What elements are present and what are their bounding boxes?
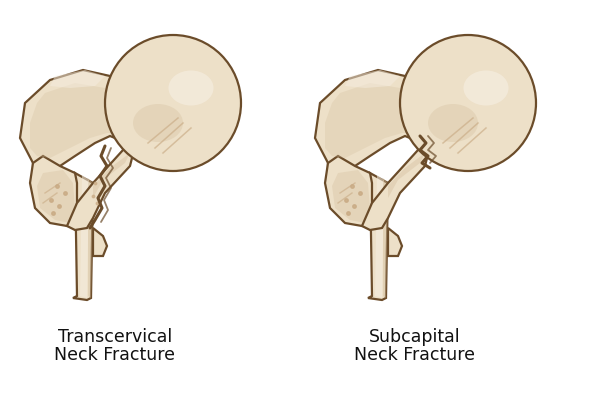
Polygon shape [325,156,372,226]
Polygon shape [20,70,145,173]
Polygon shape [375,175,384,298]
Text: Neck Fracture: Neck Fracture [55,346,176,364]
Ellipse shape [400,35,536,171]
Polygon shape [80,175,89,298]
Polygon shape [315,70,440,173]
Polygon shape [88,178,93,298]
Ellipse shape [169,70,214,106]
Polygon shape [345,70,400,88]
Polygon shape [362,146,430,230]
Polygon shape [30,156,77,226]
Polygon shape [388,228,402,256]
Ellipse shape [428,104,478,142]
Polygon shape [93,153,130,198]
Ellipse shape [105,35,241,171]
Polygon shape [388,153,425,198]
Ellipse shape [133,104,183,142]
Polygon shape [30,83,133,158]
Polygon shape [325,83,428,158]
Ellipse shape [464,70,509,106]
Polygon shape [37,170,75,223]
Text: Transcervical: Transcervical [58,328,172,346]
Text: Neck Fracture: Neck Fracture [355,346,476,364]
Polygon shape [368,173,388,300]
Polygon shape [73,173,93,300]
Polygon shape [332,170,370,223]
Polygon shape [50,70,105,88]
Polygon shape [383,178,388,298]
Polygon shape [67,146,135,230]
Polygon shape [93,228,107,256]
Text: Subcapital: Subcapital [369,328,461,346]
